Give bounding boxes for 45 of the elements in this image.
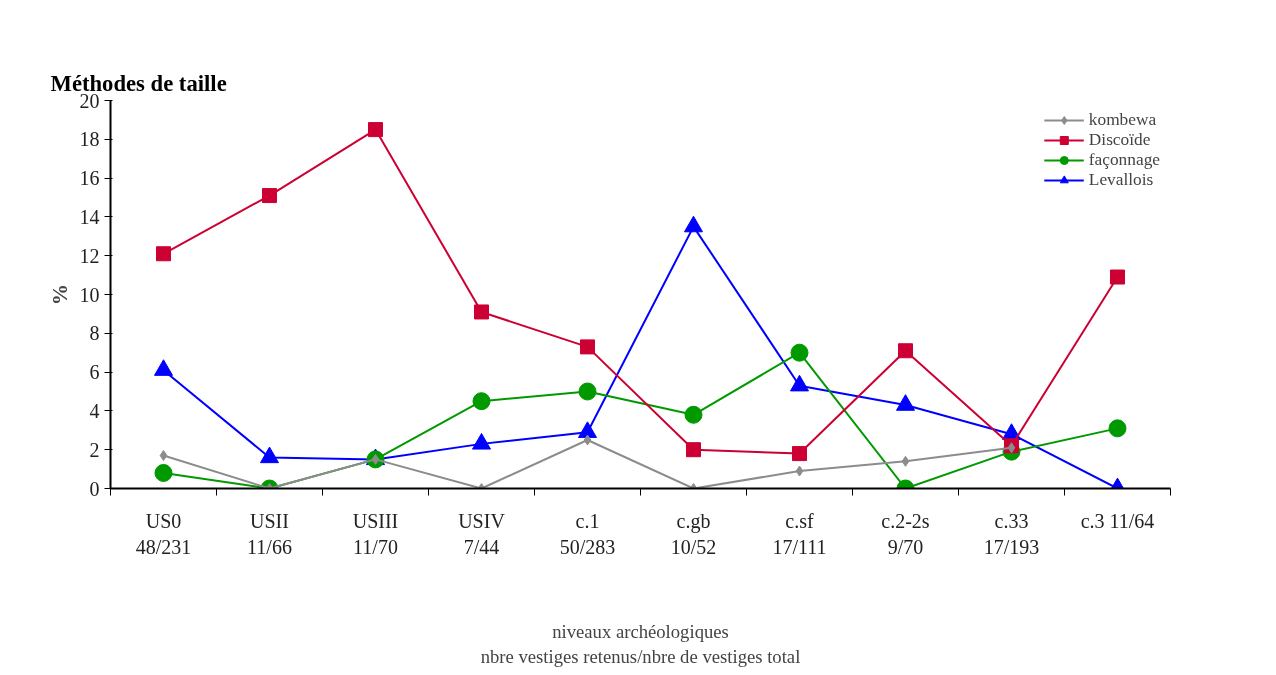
x-axis-title: niveaux archéologiques nbre vestiges retenus/nbre de vestiges total — [480, 620, 801, 668]
point — [154, 464, 173, 482]
point — [580, 339, 595, 355]
y-tick-label: 0 — [89, 477, 100, 500]
point — [898, 343, 913, 359]
y-tick-label: 16 — [79, 167, 100, 190]
x-tick-label: c.gb 10/52 — [670, 509, 717, 558]
point — [262, 188, 277, 204]
point — [686, 442, 701, 458]
y-tick-label: 6 — [89, 361, 100, 384]
point — [156, 246, 171, 262]
x-tick-label: c.sf 17/111 — [772, 509, 827, 558]
y-tick-label: 4 — [89, 399, 100, 422]
x-tick-label: USIII 11/70 — [352, 509, 399, 558]
legend-label: façonnage — [1088, 150, 1160, 170]
point — [474, 304, 489, 320]
point — [368, 122, 383, 138]
point — [1108, 419, 1127, 438]
point — [684, 405, 703, 424]
x-tick-label: USIV 7/44 — [458, 509, 506, 558]
x-tick-label: US0 48/231 — [135, 509, 192, 558]
y-axis-title: % — [47, 283, 72, 306]
point — [1110, 269, 1125, 285]
legend-label: Discoïde — [1088, 130, 1151, 150]
x-tick-label: c.1 50/283 — [559, 509, 616, 558]
y-tick-label: 10 — [79, 283, 100, 306]
point — [578, 382, 597, 401]
point — [790, 343, 809, 362]
point — [472, 392, 491, 411]
y-tick-label: 2 — [89, 438, 100, 461]
point — [792, 446, 807, 462]
y-tick-label: 8 — [89, 322, 100, 345]
x-tick-label: c.33 17/193 — [983, 509, 1040, 558]
x-tick-label: USII 11/66 — [247, 509, 292, 558]
point — [901, 455, 910, 467]
x-tick-label: c.2-2s 9/70 — [881, 509, 930, 558]
point — [159, 450, 168, 462]
y-tick-label: 18 — [79, 128, 100, 151]
y-tick-label: 14 — [79, 205, 100, 228]
point — [583, 434, 592, 446]
point — [795, 465, 804, 477]
x-tick-label: c.3 11/64 — [1080, 509, 1155, 532]
y-tick-label: 12 — [79, 244, 100, 267]
legend-label: Levallois — [1088, 170, 1154, 190]
legend-label: kombewa — [1088, 110, 1157, 130]
